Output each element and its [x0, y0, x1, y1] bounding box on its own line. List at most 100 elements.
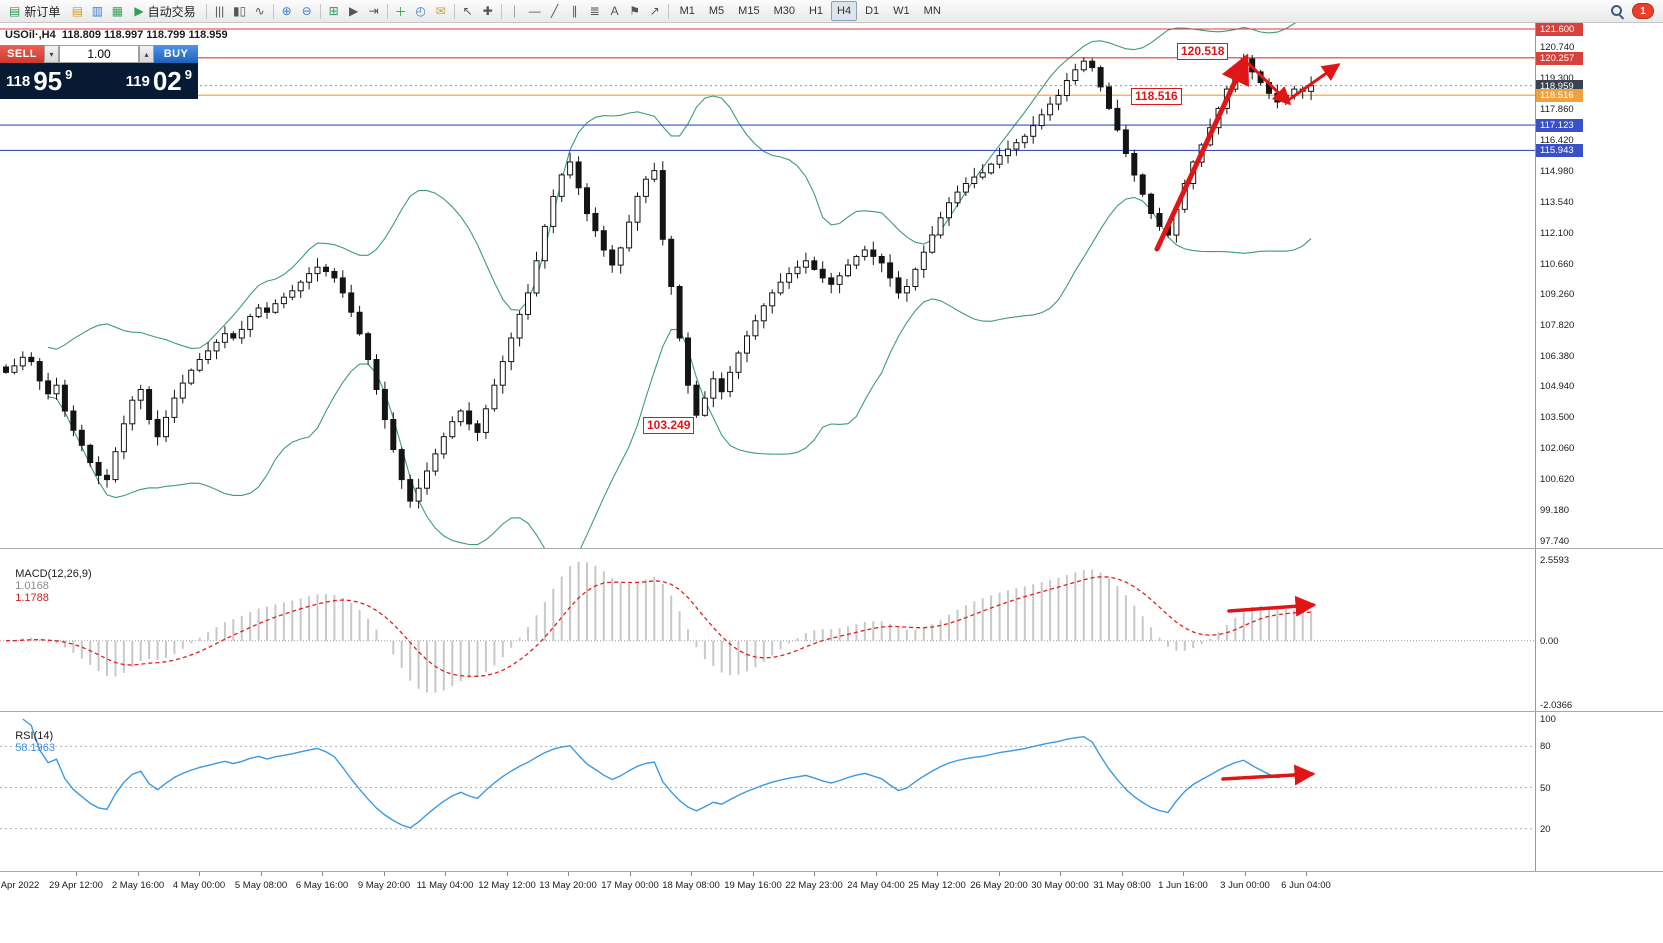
time-tick: [568, 872, 569, 876]
volume-decrease-button[interactable]: ▾: [44, 45, 59, 63]
time-tick: [76, 872, 77, 876]
timeframe-group: M1 M5 M15 M30 H1 H4 D1 W1 MN: [673, 1, 948, 21]
new-order-button[interactable]: ▤ 新订单: [3, 1, 66, 21]
timeframe-m5[interactable]: M5: [708, 5, 725, 17]
macd-scale-label: 2.5593: [1540, 555, 1570, 566]
macd-signal-line[interactable]: [5, 576, 1312, 677]
buy-price-base: 119: [125, 72, 150, 90]
toolbar-separator: [205, 3, 207, 19]
toolbar-separator: [453, 3, 455, 19]
horizontal-line-icon[interactable]: ―: [528, 4, 541, 18]
annotation-118.516[interactable]: 118.516: [1131, 88, 1182, 105]
price-tick: 110.660: [1540, 258, 1574, 270]
time-tick: [1122, 872, 1123, 876]
chart-symbol-info: USOil·,H4 118.809 118.997 118.799 118.95…: [5, 29, 228, 41]
sell-button[interactable]: SELL: [0, 45, 44, 63]
time-tick: [507, 872, 508, 876]
time-tick: [937, 872, 938, 876]
text-icon[interactable]: A: [610, 4, 619, 18]
new-chart-icon[interactable]: ＋: [394, 4, 407, 19]
zoom-in-icon[interactable]: ⊕: [281, 4, 292, 18]
rsi-line[interactable]: [22, 718, 1312, 829]
price-tag-117.123: 117.123: [1536, 119, 1583, 133]
time-label: 5 May 08:00: [234, 880, 288, 891]
auto-trading-button[interactable]: ▶ 自动交易: [128, 1, 201, 21]
time-label: 29 Apr 12:00: [49, 880, 103, 891]
chart-shift-icon[interactable]: ⇥: [368, 4, 379, 18]
price-tick: 106.380: [1540, 350, 1575, 362]
timeframe-mn[interactable]: MN: [923, 5, 941, 17]
trade-panel-icon[interactable]: ▤: [71, 4, 84, 18]
rsi-scale-label: 80: [1540, 741, 1551, 753]
rsi-value: 58.1963: [15, 742, 55, 754]
time-tick: [814, 872, 815, 876]
candles-chart-icon[interactable]: ▮▯: [233, 4, 247, 18]
rsi-panel[interactable]: [0, 715, 1535, 871]
rsi-scale-label: 50: [1540, 782, 1551, 794]
timeframe-h4[interactable]: H4: [831, 1, 858, 21]
time-label: 2 May 16:00: [111, 880, 165, 891]
channel-icon[interactable]: ∥: [571, 4, 578, 18]
search-icon[interactable]: [1610, 4, 1625, 19]
tile-windows-icon[interactable]: ⊞: [328, 4, 339, 18]
vertical-line-icon[interactable]: ｜: [508, 4, 521, 19]
macd-value-2: 1.1788: [15, 592, 49, 604]
auto-trading-label: 自动交易: [147, 4, 196, 19]
time-tick: [1306, 872, 1307, 876]
annotation-120.518[interactable]: 120.518: [1177, 43, 1229, 60]
main-chart[interactable]: [0, 22, 1535, 548]
navigator-icon[interactable]: ▦: [111, 4, 124, 18]
buy-button[interactable]: BUY: [154, 45, 198, 63]
sell-price-sup: 9: [65, 67, 73, 82]
time-tick: [322, 872, 323, 876]
timeframe-m15[interactable]: M15: [738, 5, 760, 17]
trendline-icon[interactable]: ╱: [550, 4, 559, 18]
timeframe-m30[interactable]: M30: [773, 5, 795, 17]
auto-scroll-icon[interactable]: ▶: [348, 4, 359, 18]
time-label: 17 May 00:00: [601, 880, 659, 891]
time-label: Apr 2022: [0, 880, 40, 891]
bollinger-upper-band[interactable]: [47, 22, 1311, 350]
time-axis[interactable]: Apr 2022 29 Apr 12:00 2 May 16:00 4 May 00:…: [0, 871, 1663, 900]
notification-badge[interactable]: 1: [1632, 3, 1654, 19]
volume-increase-button[interactable]: ▴: [139, 45, 154, 63]
fibonacci-icon[interactable]: ≣: [589, 4, 600, 18]
toolbar-separator: [272, 3, 274, 19]
main-chart-content[interactable]: [0, 22, 1535, 548]
sell-price-display: 118 95 9: [0, 63, 99, 99]
time-tick: [876, 872, 877, 876]
price-scale[interactable]: 2.5593 0.00 -2.0366 100 80 50 20 120.740 119.300…: [1535, 22, 1663, 871]
timeframe-h1[interactable]: H1: [808, 5, 824, 17]
price-tick: 102.060: [1540, 443, 1575, 455]
macd-panel[interactable]: [0, 552, 1535, 711]
market-watch-icon[interactable]: ▥: [91, 4, 104, 18]
arrows-icon[interactable]: ↗: [649, 4, 660, 18]
bars-chart-icon[interactable]: |||: [214, 4, 225, 18]
bollinger-lower-band[interactable]: [47, 196, 1312, 548]
macd-value-1: 1.0168: [15, 580, 49, 592]
timeframe-w1[interactable]: W1: [893, 5, 910, 17]
mail-icon[interactable]: ✉: [435, 4, 446, 18]
label-icon[interactable]: ⚑: [629, 4, 640, 18]
price-tick: 116.420: [1540, 135, 1574, 147]
panel-splitter[interactable]: [0, 548, 1663, 549]
annotation-103.249[interactable]: 103.249: [643, 417, 695, 434]
timeframe-m1[interactable]: M1: [679, 5, 695, 17]
macd-histogram[interactable]: [6, 561, 1313, 693]
rsi-scale-label: 20: [1540, 823, 1551, 835]
toolbar-left-icons: ▤ ▥ ▦: [67, 1, 127, 21]
sell-price-big: 95: [33, 66, 63, 96]
period-cycles-icon[interactable]: ◴: [415, 4, 426, 18]
crosshair-icon[interactable]: ✚: [482, 4, 493, 18]
timeframe-d1[interactable]: D1: [865, 5, 880, 17]
panel-splitter[interactable]: [0, 711, 1663, 712]
time-label: 3 Jun 00:00: [1220, 880, 1270, 891]
price-tick: 103.500: [1540, 412, 1575, 424]
volume-input[interactable]: [59, 45, 139, 63]
buy-price-display: 119 02 9: [99, 63, 198, 99]
price-tick: 109.260: [1540, 288, 1575, 300]
line-chart-icon[interactable]: ∿: [254, 4, 265, 18]
time-label: 6 May 16:00: [295, 880, 349, 891]
zoom-out-icon[interactable]: ⊖: [301, 4, 312, 18]
cursor-icon[interactable]: ↖: [462, 4, 473, 18]
